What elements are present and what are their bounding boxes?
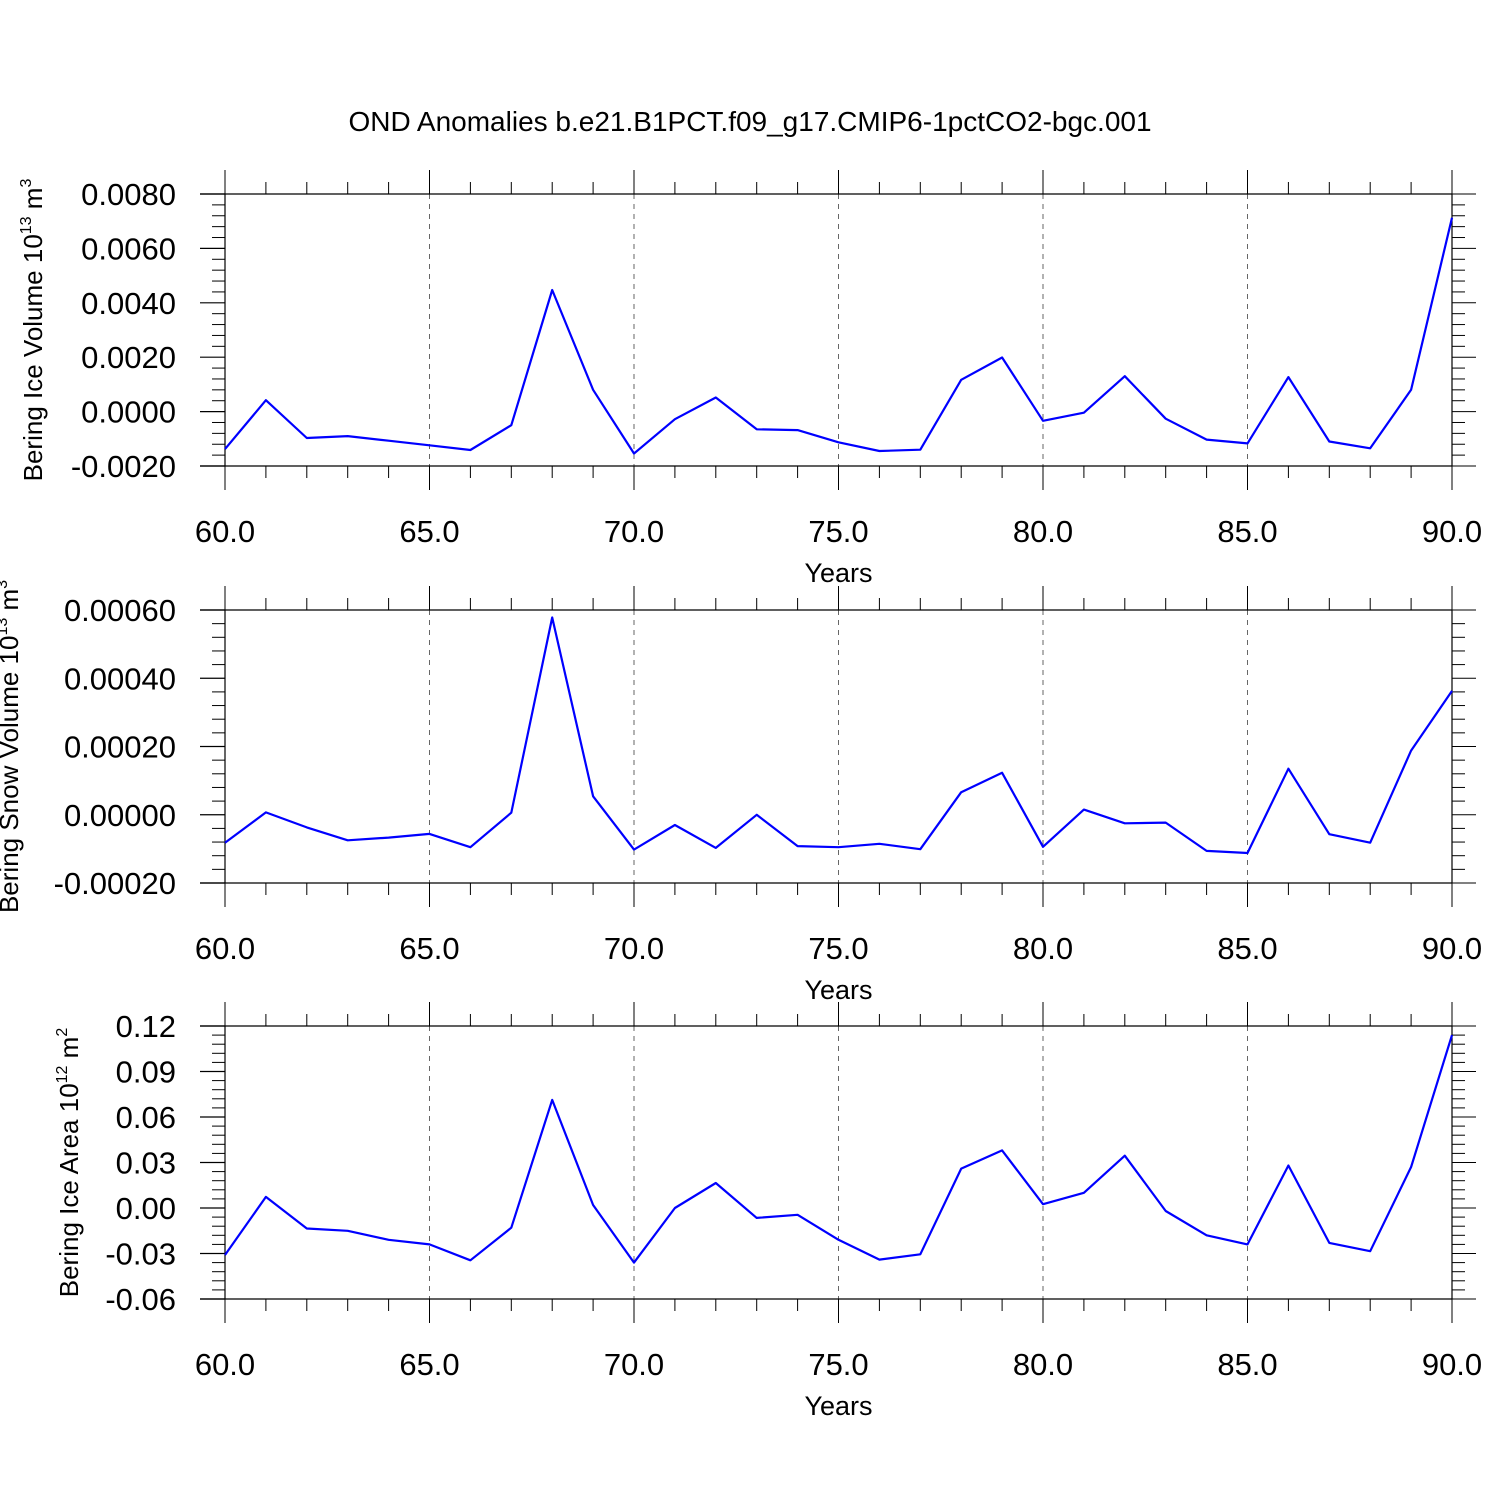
x-tick-label: 60.0	[195, 931, 255, 966]
x-tick-label: 75.0	[808, 1347, 868, 1382]
x-axis-label: Years	[804, 975, 872, 1005]
x-tick-label: 80.0	[1013, 931, 1073, 966]
x-tick-label: 65.0	[399, 931, 459, 966]
y-tick-label: 0.09	[116, 1055, 176, 1090]
y-tick-label: 0.00060	[64, 593, 176, 628]
panel-3: -0.06 -0.03 0.00 0.03 0.06 0.09 0.12 60.0 65.0 70…	[54, 1002, 1482, 1421]
panel-1: -0.0020 0.0000 0.0020 0.0040 0.0060 0.0080 60.…	[18, 170, 1482, 588]
x-tick-label: 90.0	[1422, 514, 1482, 549]
series-line	[224, 217, 1454, 455]
y-tick-label: 0.0060	[81, 231, 176, 266]
x-tick-label: 90.0	[1422, 931, 1482, 966]
x-tick-label: 80.0	[1013, 514, 1073, 549]
y-tick-label: 0.0000	[81, 395, 176, 430]
x-tick-label: 75.0	[808, 514, 868, 549]
x-tick-label: 90.0	[1422, 1347, 1482, 1382]
series-line	[224, 616, 1453, 855]
y-axis-label: Bering Ice Volume 1013 m3	[18, 179, 48, 482]
y-tick-label: 0.12	[116, 1009, 176, 1044]
y-tick-label: 0.00040	[64, 661, 176, 696]
x-tick-label: 60.0	[195, 1347, 255, 1382]
x-axis-label: Years	[804, 1391, 872, 1421]
x-axis-label: Years	[804, 558, 872, 588]
y-tick-label: 0.00	[116, 1191, 176, 1226]
x-tick-label: 85.0	[1217, 1347, 1277, 1382]
series-line	[224, 1034, 1454, 1264]
x-tick-label: 80.0	[1013, 1347, 1073, 1382]
y-axis-label: Bering Snow Volume 1013 m3	[0, 580, 24, 913]
panel-2: -0.00020 0.00000 0.00020 0.00040 0.00060 60.0…	[0, 580, 1482, 1005]
x-tick-label: 70.0	[604, 931, 664, 966]
y-tick-label: 0.0020	[81, 340, 176, 375]
x-tick-label: 85.0	[1217, 931, 1277, 966]
y-tick-label: 0.00000	[64, 798, 176, 833]
y-tick-label: -0.06	[105, 1282, 176, 1317]
y-tick-label: 0.06	[116, 1100, 176, 1135]
y-tick-label: -0.00020	[54, 866, 176, 901]
x-tick-label: 65.0	[399, 514, 459, 549]
x-tick-label: 70.0	[604, 514, 664, 549]
x-tick-label: 75.0	[808, 931, 868, 966]
y-tick-label: 0.0080	[81, 177, 176, 212]
x-tick-label: 70.0	[604, 1347, 664, 1382]
y-tick-label: 0.0040	[81, 286, 176, 321]
figure-title: OND Anomalies b.e21.B1PCT.f09_g17.CMIP6-…	[348, 106, 1151, 137]
x-tick-label: 60.0	[195, 514, 255, 549]
x-tick-label: 85.0	[1217, 514, 1277, 549]
y-tick-label: -0.0020	[71, 449, 176, 484]
y-tick-label: 0.03	[116, 1146, 176, 1181]
x-tick-label: 65.0	[399, 1347, 459, 1382]
y-tick-label: 0.00020	[64, 730, 176, 765]
y-axis-label: Bering Ice Area 1012 m2	[54, 1028, 84, 1298]
y-tick-label: -0.03	[105, 1237, 176, 1272]
